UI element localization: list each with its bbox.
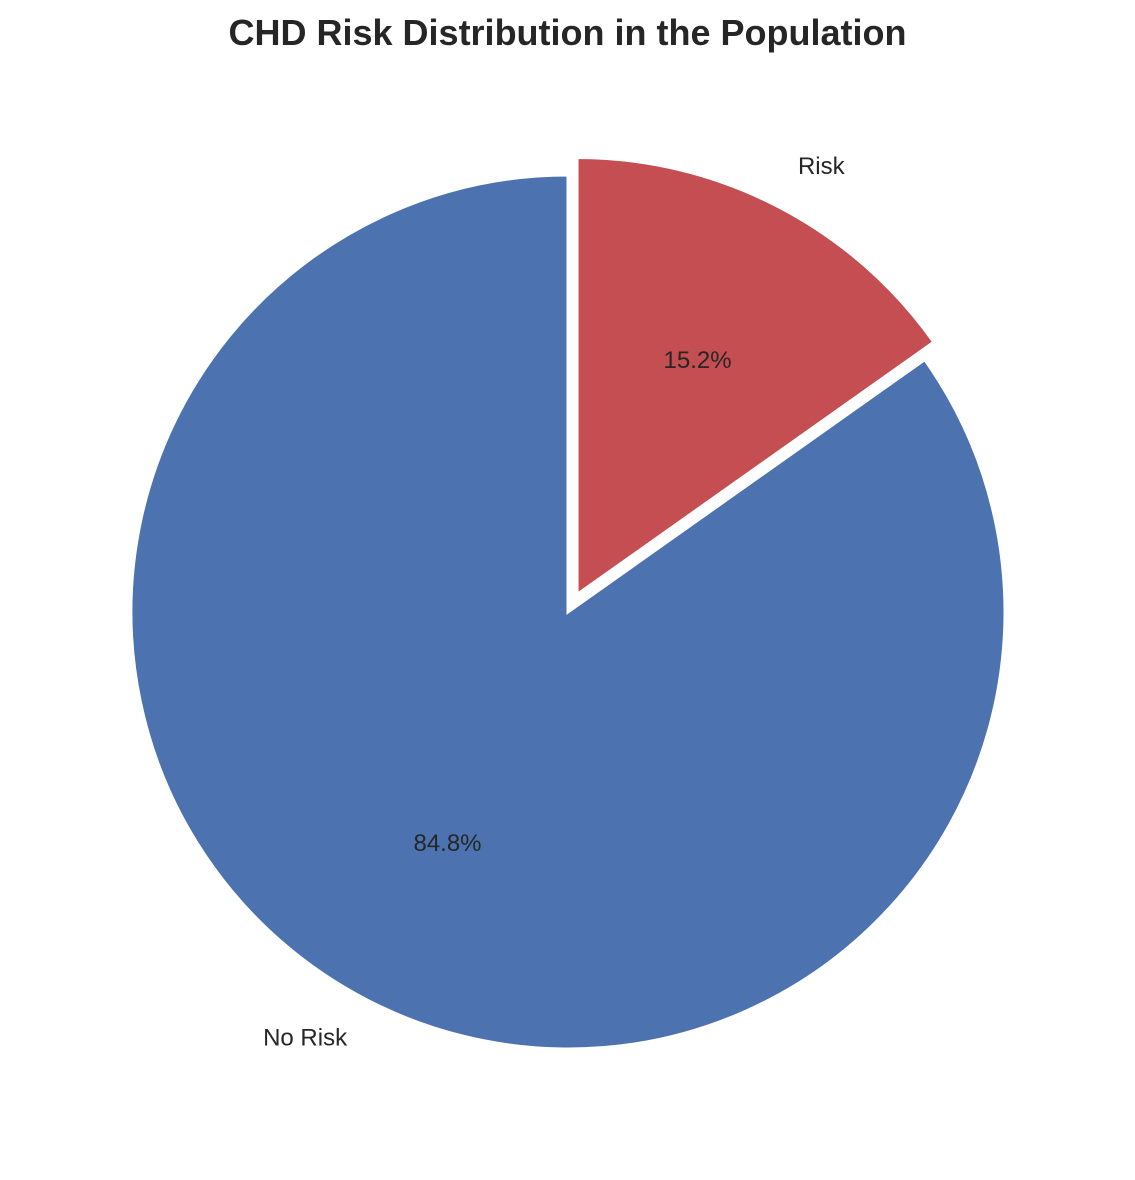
slice-label-no-risk: No Risk [263,1024,348,1051]
pie-slice-no-risk [129,173,1007,1051]
pie-slice-risk [575,156,936,598]
pie-labels: No Risk 84.8% Risk 15.2% [263,153,846,1051]
chart-title: CHD Risk Distribution in the Population [228,12,907,53]
slice-label-risk: Risk [798,153,846,180]
slice-pct-risk: 15.2% [664,347,732,374]
slice-pct-no-risk: 84.8% [413,830,481,857]
pie-slices [129,156,1007,1051]
